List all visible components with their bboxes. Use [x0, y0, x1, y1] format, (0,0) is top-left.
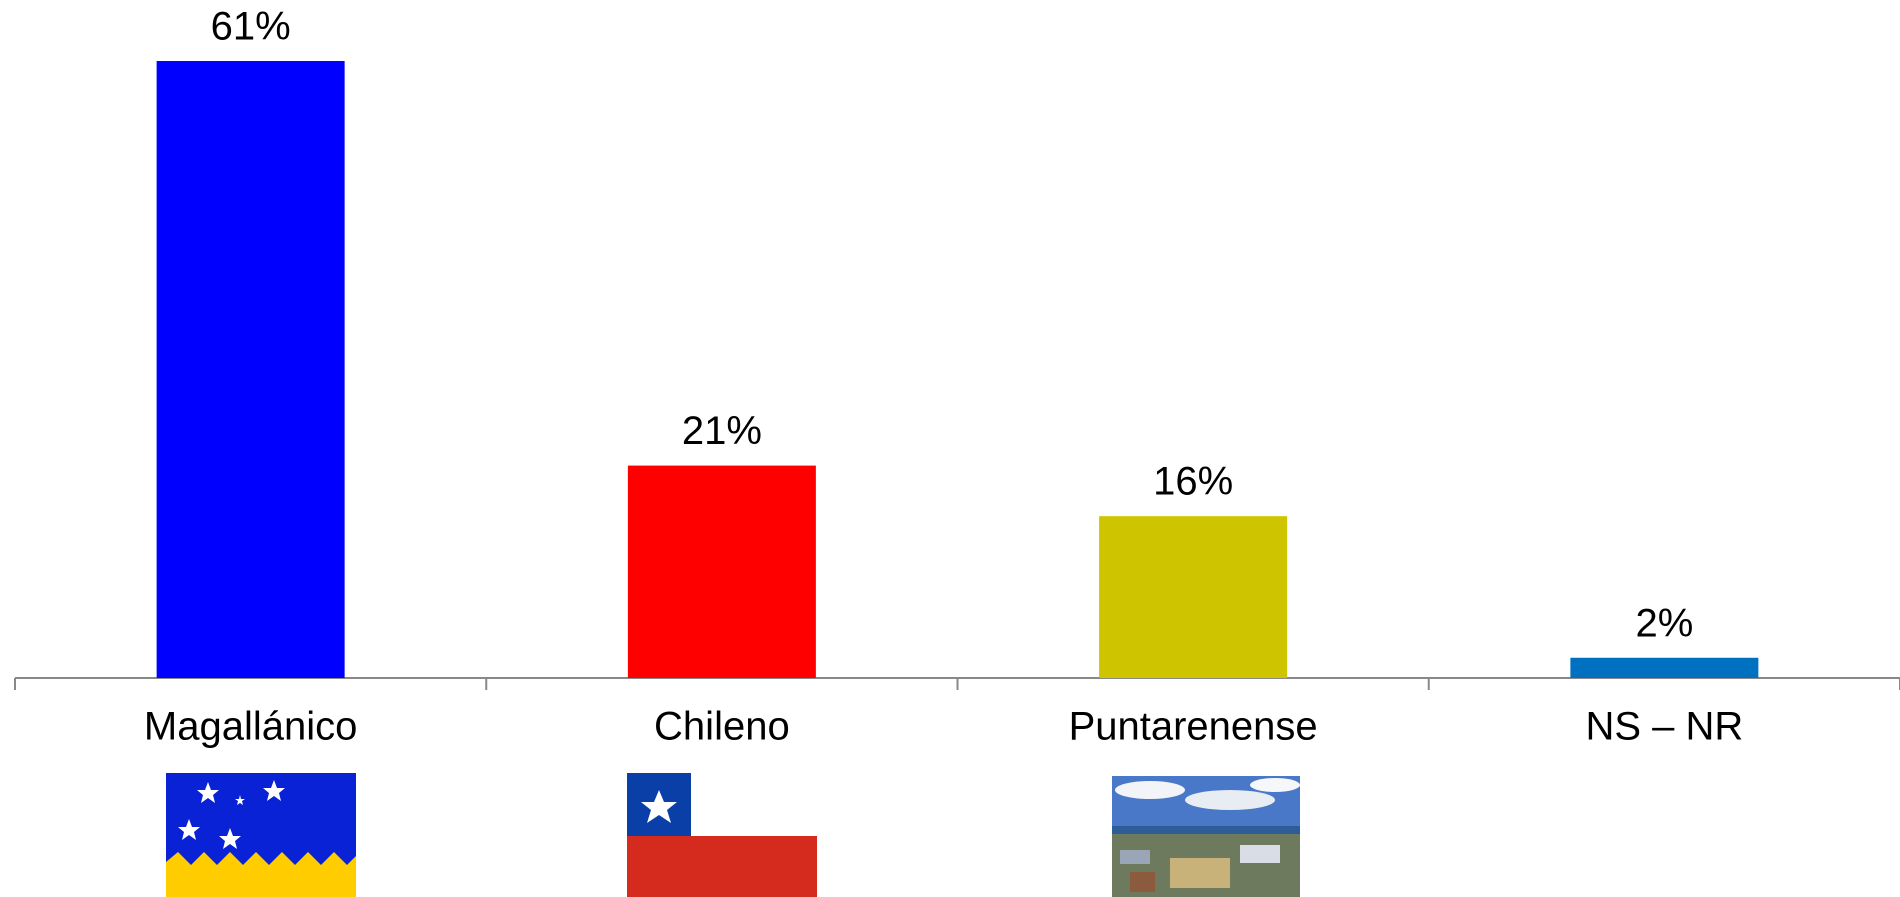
- magallanes-flag: [166, 773, 356, 897]
- chile-flag: [627, 773, 817, 897]
- x-tick-label: Magallánico: [144, 705, 357, 749]
- value-label: 21%: [682, 409, 762, 453]
- value-label: 61%: [211, 5, 291, 49]
- city-photo: [1112, 776, 1300, 897]
- x-tick-label: Chileno: [654, 705, 790, 749]
- bar: [1570, 657, 1759, 678]
- bar: [627, 465, 816, 678]
- x-tick-label: NS – NR: [1585, 705, 1743, 749]
- bar: [1099, 516, 1288, 678]
- value-label: 2%: [1635, 601, 1693, 645]
- bar: [156, 61, 345, 678]
- value-label: 16%: [1153, 460, 1233, 504]
- x-tick-label: Puntarenense: [1069, 705, 1318, 749]
